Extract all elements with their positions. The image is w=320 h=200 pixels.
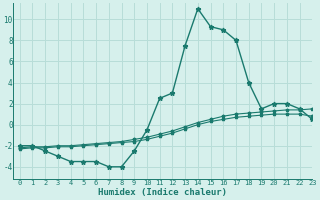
X-axis label: Humidex (Indice chaleur): Humidex (Indice chaleur)	[98, 188, 227, 197]
